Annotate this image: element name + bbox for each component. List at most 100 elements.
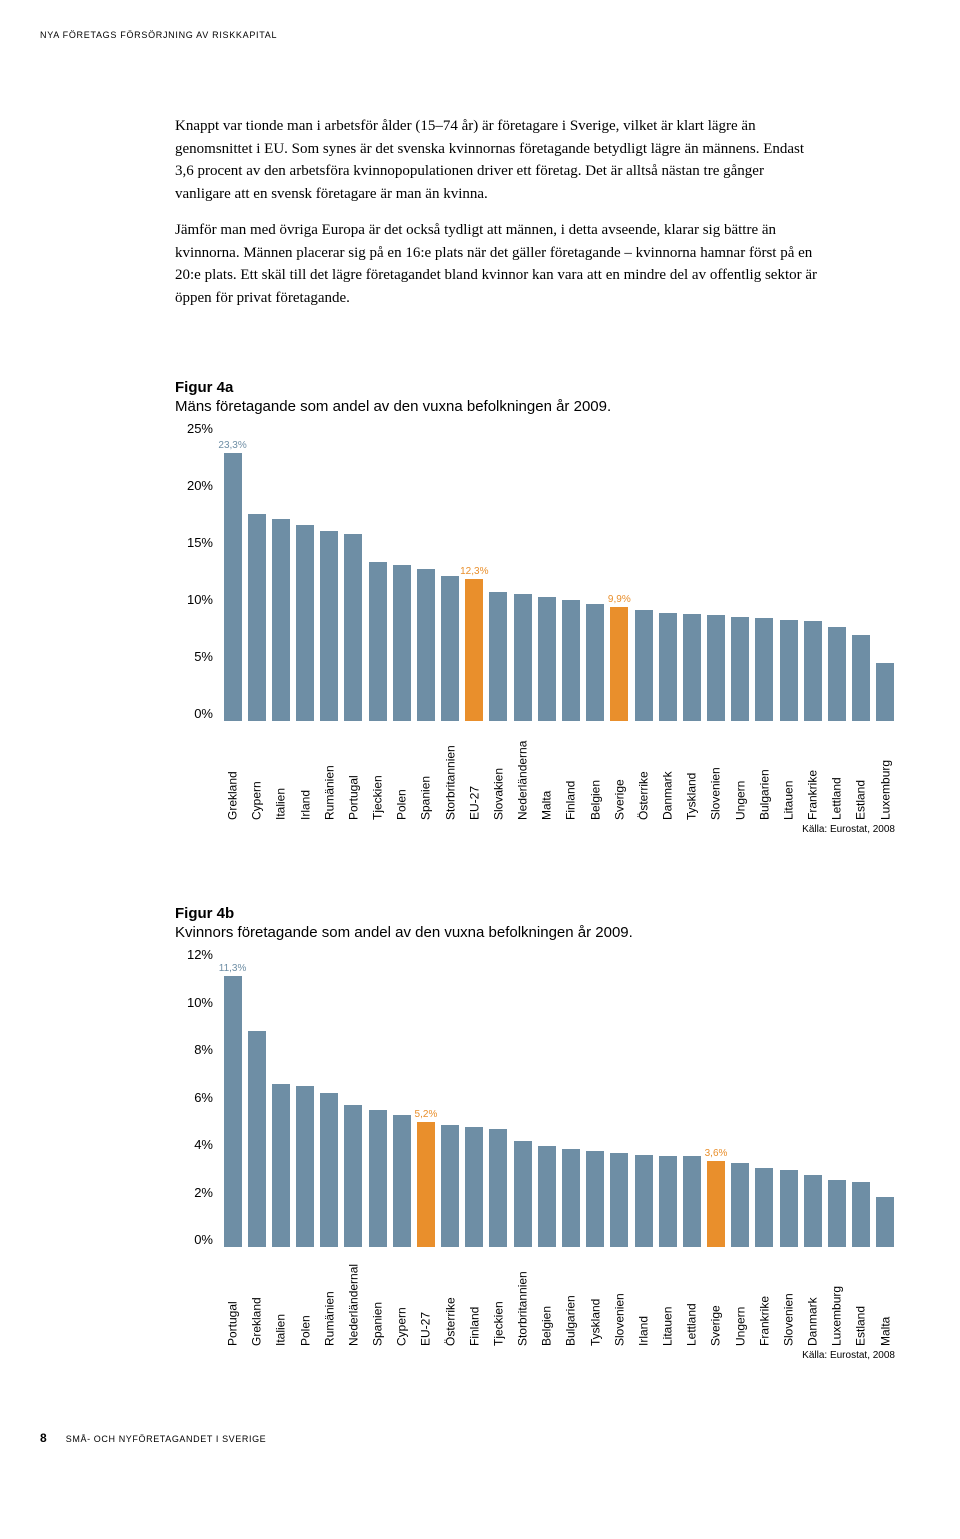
bar-column: [368, 433, 387, 721]
bar-column: 23,3%: [223, 433, 242, 721]
bar-column: [706, 433, 725, 721]
bar: [562, 1149, 580, 1247]
bar-column: [876, 433, 895, 721]
x-label: Tyskland: [682, 725, 701, 820]
bar-column: [634, 433, 653, 721]
bar: [780, 1170, 798, 1247]
figure-4b-title: Figur 4b: [175, 905, 895, 922]
body-content: Knappt var tionde man i arbetsför ålder …: [0, 115, 960, 309]
bar-column: [513, 433, 532, 721]
bar: [538, 597, 556, 721]
bar: [248, 1031, 266, 1247]
chart-a-yaxis: 25%20%15%10%5%0%: [175, 421, 223, 721]
bar-column: [731, 433, 750, 721]
y-tick: 10%: [187, 592, 213, 607]
x-label: Litauen: [658, 1251, 677, 1346]
x-label: Luxemburg: [876, 725, 895, 820]
bar: [248, 514, 266, 721]
bar: [296, 525, 314, 721]
bar: [804, 621, 822, 721]
footer-text: SMÅ- OCH NYFÖRETAGANDET I SVERIGE: [66, 1434, 267, 1444]
x-label: Finland: [465, 1251, 484, 1346]
x-label: Tyskland: [586, 1251, 605, 1346]
x-label: Rumänien: [320, 725, 339, 820]
bar-column: [755, 959, 774, 1247]
page-number: 8: [40, 1431, 47, 1445]
bar: [465, 579, 483, 721]
bar-value-label: 3,6%: [705, 1148, 728, 1159]
y-tick: 25%: [187, 421, 213, 436]
bar-column: [368, 959, 387, 1247]
chart-b-xlabels: PortugalGreklandItalienPolenRumänienNede…: [175, 1251, 895, 1346]
y-tick: 5%: [194, 649, 213, 664]
bar-column: [827, 433, 846, 721]
x-label: Malta: [537, 725, 556, 820]
bar: [562, 600, 580, 721]
bar: [707, 1161, 725, 1247]
x-label: Italien: [271, 1251, 290, 1346]
bar: [465, 1127, 483, 1247]
bar: [344, 1105, 362, 1247]
x-label: Lettland: [682, 1251, 701, 1346]
bar: [852, 1182, 870, 1247]
bar-column: [586, 959, 605, 1247]
bar-value-label: 9,9%: [608, 594, 631, 605]
x-label: Sverige: [610, 725, 629, 820]
chart-a-xlabels: GreklandCypernItalienIrlandRumänienPortu…: [175, 725, 895, 820]
bar: [852, 635, 870, 721]
bar-column: [296, 959, 315, 1247]
bar: [586, 1151, 604, 1247]
bar-column: 9,9%: [610, 433, 629, 721]
bar: [514, 594, 532, 721]
bar-column: 12,3%: [465, 433, 484, 721]
page-footer: 8 SMÅ- OCH NYFÖRETAGANDET I SVERIGE: [0, 1431, 960, 1445]
x-label: Spanien: [416, 725, 435, 820]
bar: [755, 618, 773, 721]
bar-column: [513, 959, 532, 1247]
bar: [296, 1086, 314, 1247]
bar: [635, 610, 653, 721]
bar-column: [320, 433, 339, 721]
bar-value-label: 23,3%: [218, 440, 246, 451]
figure-4a: Figur 4a Mäns företagande som andel av d…: [0, 379, 960, 835]
x-label: Nederländerna: [513, 725, 532, 820]
bar: [538, 1146, 556, 1247]
bar-value-label: 12,3%: [460, 566, 488, 577]
bar-column: [682, 959, 701, 1247]
x-label: Polen: [296, 1251, 315, 1346]
bar-column: [344, 959, 363, 1247]
x-label: Nederländernal: [344, 1251, 363, 1346]
bar-column: [561, 959, 580, 1247]
y-tick: 0%: [194, 706, 213, 721]
bar: [828, 1180, 846, 1247]
figure-4a-title: Figur 4a: [175, 379, 895, 396]
bar-column: [441, 433, 460, 721]
bar: [586, 604, 604, 722]
bar-column: [851, 959, 870, 1247]
bar: [224, 976, 242, 1247]
bar-column: [634, 959, 653, 1247]
bar: [224, 453, 242, 721]
bar: [610, 607, 628, 721]
x-label: Tjeckien: [368, 725, 387, 820]
bar-column: [876, 959, 895, 1247]
bar-column: [851, 433, 870, 721]
bar-column: [755, 433, 774, 721]
bar-column: [271, 959, 290, 1247]
bar: [393, 565, 411, 721]
bar-column: 5,2%: [416, 959, 435, 1247]
bar: [876, 1197, 894, 1247]
bar: [514, 1141, 532, 1247]
x-label: Malta: [876, 1251, 895, 1346]
x-label: Ungern: [731, 1251, 750, 1346]
bar: [635, 1155, 653, 1247]
y-tick: 8%: [194, 1042, 213, 1057]
x-label: Belgien: [537, 1251, 556, 1346]
page-header: NYA FÖRETAGS FÖRSÖRJNING AV RISKKAPITAL: [0, 30, 960, 40]
x-label: Rumänien: [320, 1251, 339, 1346]
x-label: Slovakien: [489, 725, 508, 820]
bar-column: [489, 959, 508, 1247]
x-label: Bulgarien: [755, 725, 774, 820]
bar-column: [610, 959, 629, 1247]
x-label: Finland: [561, 725, 580, 820]
